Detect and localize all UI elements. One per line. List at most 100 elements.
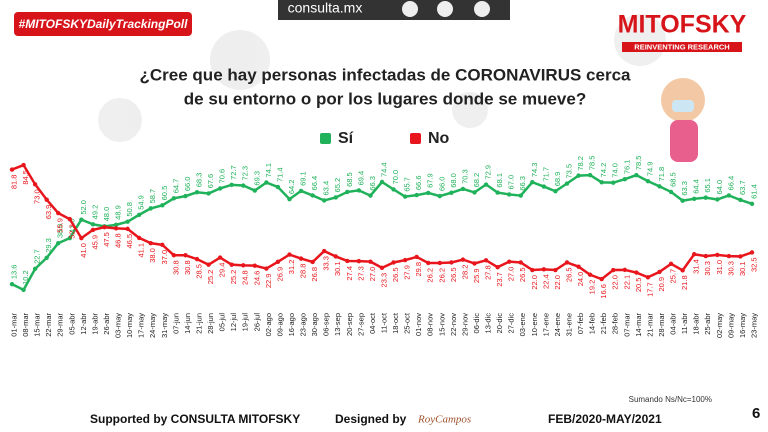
value-label: 30.8 <box>183 260 192 275</box>
point <box>368 193 373 198</box>
value-label: 33.3 <box>322 256 331 271</box>
value-label: 26.2 <box>426 268 435 283</box>
value-label: 28.8 <box>299 264 308 279</box>
value-label: 74.1 <box>264 163 273 178</box>
value-label: 10.2 <box>21 270 30 285</box>
point <box>310 193 315 198</box>
value-label: 30.3 <box>703 261 712 276</box>
icon[interactable] <box>474 1 490 17</box>
value-label: 26.2 <box>437 268 446 283</box>
value-label: 46.5 <box>125 234 134 249</box>
value-label: 29.8 <box>414 262 423 277</box>
value-label: 69.4 <box>356 171 365 186</box>
site[interactable]: consulta.mx <box>288 0 363 16</box>
point <box>136 235 142 241</box>
point <box>518 193 523 198</box>
point <box>622 176 628 182</box>
point <box>102 225 107 230</box>
value-label: 66.3 <box>368 176 377 191</box>
point <box>379 265 385 271</box>
point <box>113 222 119 228</box>
value-label: 19.2 <box>588 280 597 295</box>
value-label: 64.4 <box>692 179 701 194</box>
point <box>495 264 500 270</box>
x-tick-label: 29-nov <box>460 313 469 336</box>
point <box>611 180 616 185</box>
value-label: 23.3 <box>379 273 388 288</box>
value-label: 67.9 <box>426 173 435 188</box>
point <box>530 267 535 273</box>
point <box>657 184 662 189</box>
value-label: 65.2 <box>333 178 342 193</box>
point <box>56 240 61 246</box>
value-label: 20.9 <box>657 277 666 292</box>
point <box>252 188 258 193</box>
value-label: 68.1 <box>495 173 504 188</box>
x-tick-label: 02-may <box>715 313 724 338</box>
value-label: 60.5 <box>160 186 169 201</box>
x-tick-label: 27-sep <box>356 313 365 336</box>
point <box>287 252 292 257</box>
point <box>691 252 697 257</box>
point <box>715 252 720 258</box>
value-label: 48.0 <box>102 207 111 222</box>
point <box>668 189 674 195</box>
x-tick-label: 21-feb <box>599 313 608 334</box>
point <box>79 217 84 222</box>
icon[interactable] <box>402 1 418 17</box>
point <box>136 212 142 217</box>
value-label: 63.7 <box>738 180 747 195</box>
value-label: 27.8 <box>484 265 493 280</box>
point <box>275 259 281 265</box>
point <box>472 190 477 195</box>
point <box>345 189 350 195</box>
point <box>460 257 466 262</box>
value-label: 74.2 <box>599 163 608 178</box>
point <box>345 258 350 264</box>
x-tick-label: 18-abr <box>692 313 701 335</box>
point <box>9 281 15 287</box>
value-label: 23.7 <box>495 272 504 287</box>
tagline-bar <box>622 42 742 52</box>
point <box>44 197 49 202</box>
value-label: 26.5 <box>518 267 527 282</box>
value-label: 30.3 <box>726 261 735 276</box>
x-tick-label: 24-ene <box>553 313 562 336</box>
value-label: 41.0 <box>79 243 88 258</box>
point <box>576 173 581 178</box>
point <box>21 162 26 168</box>
value-label: 29.4 <box>218 263 227 278</box>
point <box>576 264 581 269</box>
value-label: 38.0 <box>56 224 65 239</box>
point <box>541 267 547 272</box>
value-label: 21.8 <box>680 275 689 290</box>
x-tick-label: 01-nov <box>414 313 423 336</box>
x-tick-label: 24-may <box>148 313 157 338</box>
point <box>483 258 489 263</box>
value-label: 22.7 <box>33 249 42 264</box>
x-tick-label: 11-abr <box>680 312 689 334</box>
point <box>298 188 304 194</box>
value-label: 27.0 <box>368 267 377 282</box>
point <box>472 261 477 266</box>
subtitle: de su entorno o por los lugares donde se… <box>184 89 586 108</box>
value-label: 71.7 <box>541 167 550 182</box>
icon[interactable] <box>437 1 453 17</box>
point <box>691 196 697 202</box>
value-label: 66.4 <box>310 176 319 191</box>
site-bar <box>278 0 510 20</box>
value-label: 28.5 <box>194 264 203 279</box>
point <box>356 188 362 193</box>
point <box>587 272 593 277</box>
value-label: 50.8 <box>125 202 134 217</box>
point <box>21 287 26 293</box>
value-label: 72.3 <box>241 166 250 181</box>
note: Sumando Ns/Nc=100% <box>629 395 712 404</box>
point <box>160 203 165 208</box>
point <box>437 193 443 199</box>
value-label: 52.0 <box>79 200 88 215</box>
x-tick-label: 25-abr <box>703 313 712 335</box>
value-label: 26.9 <box>275 267 284 282</box>
legend-swatch <box>320 133 331 144</box>
point <box>506 192 512 197</box>
